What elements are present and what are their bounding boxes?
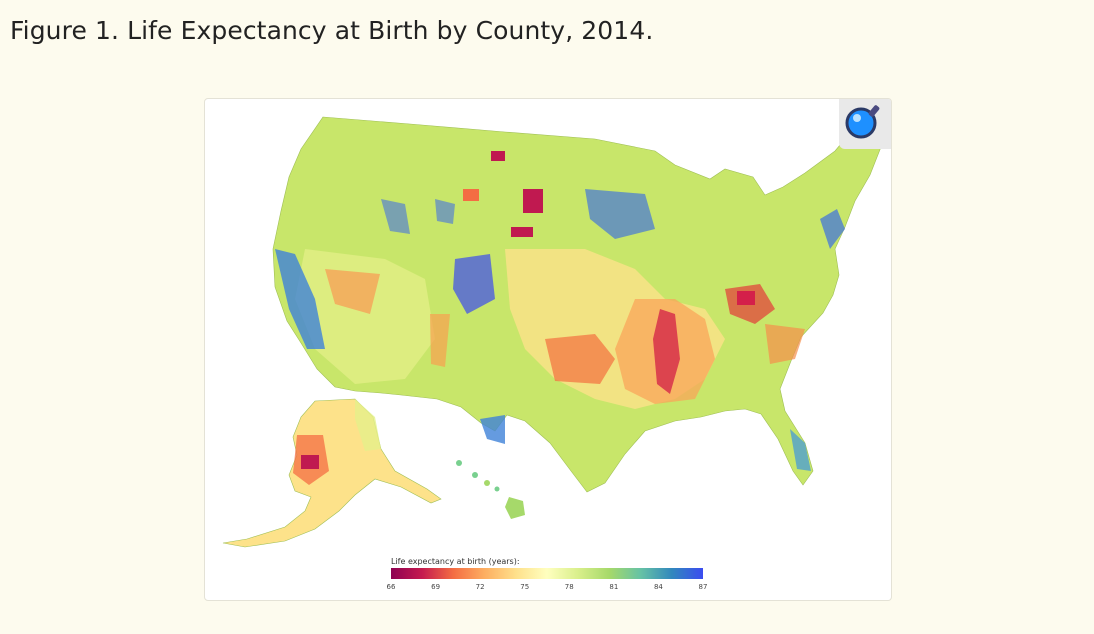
legend-color-bar bbox=[391, 568, 703, 579]
legend-tick: 66 bbox=[386, 583, 396, 591]
legend-tick: 87 bbox=[698, 583, 708, 591]
magnifier-icon bbox=[845, 105, 880, 139]
legend-tick: 78 bbox=[564, 583, 574, 591]
legend-tick: 69 bbox=[431, 583, 441, 591]
legend-ticks: 66 69 72 75 78 81 84 87 bbox=[387, 583, 708, 595]
legend-tick: 84 bbox=[653, 583, 663, 591]
us-county-map bbox=[222, 116, 882, 548]
figure-caption: Figure 1. Life Expectancy at Birth by Co… bbox=[10, 16, 654, 45]
hawaii-shape bbox=[456, 460, 525, 519]
legend-title: Life expectancy at birth (years): bbox=[391, 557, 520, 566]
legend-tick: 72 bbox=[475, 583, 485, 591]
alaska-shape bbox=[222, 398, 442, 548]
color-legend: Life expectancy at birth (years): 66 69 … bbox=[387, 557, 721, 597]
zoom-button[interactable] bbox=[839, 99, 891, 149]
legend-tick: 75 bbox=[520, 583, 530, 591]
figure-image[interactable]: Life expectancy at birth (years): 66 69 … bbox=[204, 98, 892, 601]
legend-tick: 81 bbox=[609, 583, 619, 591]
